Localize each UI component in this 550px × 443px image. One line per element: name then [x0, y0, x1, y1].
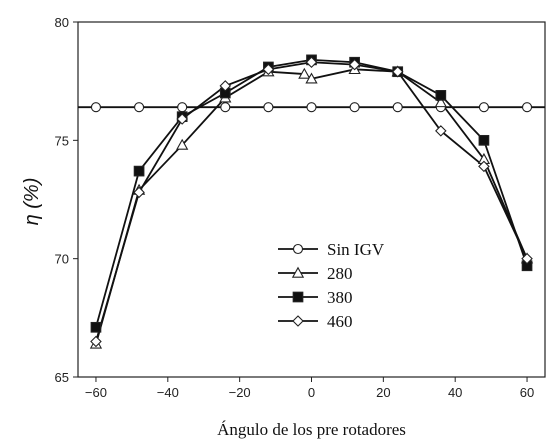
series-line: [95, 58, 528, 328]
y-axis-ticks: 65 70 75 80: [55, 15, 78, 385]
legend-marker: [292, 243, 304, 255]
x-axis-title: Ángulo de los pre rotadores: [217, 420, 406, 439]
data-point: [391, 65, 404, 78]
x-tick-label: −40: [157, 385, 179, 400]
data-point: [478, 134, 490, 146]
x-tick-label: 0: [308, 385, 315, 400]
x-tick-label: 40: [448, 385, 462, 400]
data-point: [298, 67, 311, 79]
legend-marker: [291, 266, 305, 278]
data-point: [176, 138, 189, 150]
data-point: [134, 102, 145, 113]
x-tick-label: −60: [85, 385, 107, 400]
data-point: [392, 102, 403, 113]
data-point: [176, 113, 188, 125]
data-point: [177, 102, 188, 113]
data-point: [133, 165, 145, 177]
data-point: [133, 186, 145, 199]
data-point: [435, 125, 447, 137]
data-point: [305, 56, 318, 69]
legend-marker: [292, 315, 304, 327]
data-point: [349, 102, 360, 113]
data-point: [306, 102, 317, 113]
y-tick-label: 75: [55, 133, 69, 148]
data-point: [478, 102, 489, 113]
data-point: [521, 102, 533, 113]
data-point: [219, 80, 232, 92]
legend: Sin IGV 280 380 460: [278, 240, 385, 331]
y-tick-label: 65: [55, 370, 69, 385]
x-axis-ticks: −60 −40 −20 0 20 40 60: [85, 377, 534, 400]
x-tick-label: 60: [520, 385, 534, 400]
data-point: [521, 252, 533, 265]
legend-label: 460: [327, 312, 353, 331]
legend-label: 380: [327, 288, 353, 307]
y-tick-label: 70: [55, 252, 69, 267]
data-point: [478, 160, 490, 173]
data-point: [90, 321, 102, 333]
data-point: [262, 63, 275, 76]
legend-label: Sin IGV: [327, 240, 385, 259]
data-point: [434, 96, 447, 108]
data-point: [435, 90, 447, 101]
legend-marker: [292, 291, 304, 303]
data-point: [220, 102, 231, 113]
y-axis-title: η (%): [21, 178, 43, 226]
y-tick-label: 80: [55, 15, 69, 30]
series-markers: [89, 54, 534, 349]
data-point: [305, 72, 318, 84]
x-tick-label: −20: [229, 385, 251, 400]
data-point: [263, 102, 274, 113]
x-tick-label: 20: [376, 385, 390, 400]
data-point: [348, 58, 361, 71]
data-point: [90, 102, 102, 113]
legend-label: 280: [327, 264, 353, 283]
data-point: [90, 335, 102, 348]
